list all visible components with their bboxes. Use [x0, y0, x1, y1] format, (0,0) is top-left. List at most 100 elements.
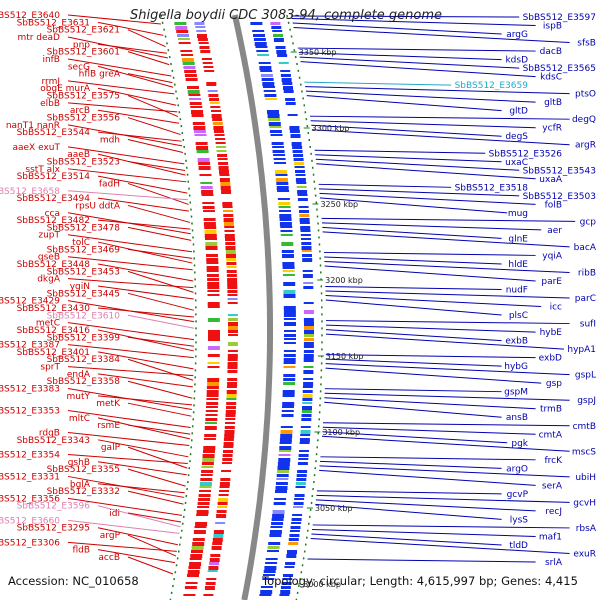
- forward-feature: [199, 486, 212, 488]
- forward-feature: [191, 110, 203, 114]
- gene-label-forward: argP: [100, 531, 121, 541]
- forward-feature: [174, 22, 187, 25]
- gene-label-reverse: gspJ: [577, 396, 596, 406]
- gene-label-forward: rrmJ: [41, 77, 60, 87]
- connector-line: [324, 401, 502, 418]
- forward-feature: [207, 302, 220, 306]
- forward-feature: [219, 174, 230, 176]
- reverse-feature: [304, 326, 314, 330]
- reverse-feature: [264, 566, 277, 570]
- forward-feature: [217, 506, 228, 508]
- forward-feature: [227, 350, 238, 352]
- gene-label-reverse: plsC: [509, 311, 528, 321]
- gene-label-reverse: gltB: [544, 98, 562, 108]
- forward-feature: [216, 514, 227, 518]
- reverse-feature: [287, 550, 297, 554]
- reverse-feature: [301, 238, 311, 240]
- gene-label-reverse: frcK: [544, 456, 563, 466]
- connector-line: [325, 358, 502, 367]
- reverse-feature: [303, 366, 314, 368]
- connector-line: [316, 490, 502, 495]
- gene-label-reverse: mug: [508, 209, 528, 219]
- connector-line: [97, 197, 190, 212]
- connector-line: [311, 533, 502, 546]
- forward-feature: [207, 290, 220, 292]
- reverse-feature: [295, 178, 306, 182]
- gene-label-reverse: serA: [542, 481, 563, 491]
- gene-label-forward: rsmE: [97, 421, 120, 431]
- forward-feature: [221, 190, 232, 194]
- gene-label-forward: SbBS512_E3556: [47, 114, 121, 124]
- gene-label-forward: SbBS512_E3332: [47, 487, 120, 497]
- reverse-feature: [283, 290, 296, 294]
- forward-feature: [178, 42, 191, 44]
- reverse-feature: [256, 50, 269, 52]
- forward-feature: [226, 274, 237, 277]
- forward-feature: [200, 478, 213, 481]
- reverse-feature: [298, 206, 309, 208]
- gene-label-reverse: icc: [550, 303, 562, 313]
- forward-feature: [202, 206, 215, 209]
- forward-feature: [212, 122, 223, 125]
- reverse-feature: [303, 350, 314, 353]
- forward-feature: [223, 210, 233, 212]
- connector-line: [67, 102, 178, 113]
- tick-label: 3200 kbp: [325, 276, 363, 285]
- forward-feature: [226, 262, 237, 265]
- forward-feature: [228, 334, 238, 336]
- gene-label-reverse: SbBS512_E3543: [523, 166, 596, 176]
- forward-feature: [208, 334, 220, 338]
- forward-feature: [206, 258, 219, 262]
- reverse-feature: [283, 314, 296, 317]
- forward-feature: [200, 182, 213, 184]
- connector-line: [67, 278, 194, 289]
- forward-feature: [204, 426, 217, 430]
- forward-feature: [200, 50, 211, 53]
- forward-feature: [206, 406, 218, 408]
- connector-line: [325, 363, 570, 376]
- gene-label-forward: SbBS512_E3601: [47, 48, 120, 58]
- reverse-feature: [278, 62, 289, 64]
- reverse-feature: [261, 78, 274, 81]
- reverse-feature: [298, 458, 309, 460]
- forward-feature: [207, 362, 220, 364]
- gene-label-forward: SbBS512_E3355: [47, 465, 120, 475]
- forward-feature: [225, 242, 236, 245]
- gene-label-forward: SbBS512_E3401: [17, 348, 90, 358]
- forward-feature: [193, 530, 206, 534]
- gene-label-forward: SbBS512_E3387: [0, 341, 60, 351]
- connector-line: [310, 537, 570, 554]
- reverse-feature: [252, 30, 265, 32]
- reverse-feature: [293, 154, 304, 157]
- reverse-feature: [269, 534, 282, 537]
- reverse-feature: [300, 430, 311, 434]
- gene-label-forward: SbBS512_E3358: [47, 377, 121, 387]
- forward-feature: [204, 226, 217, 229]
- gene-label-reverse: maf1: [539, 532, 562, 542]
- reverse-feature: [295, 482, 306, 485]
- reverse-feature: [283, 342, 296, 344]
- reverse-feature: [299, 218, 310, 222]
- forward-feature: [194, 22, 205, 25]
- connector-line: [67, 58, 172, 77]
- forward-feature: [221, 470, 232, 472]
- reverse-feature: [300, 230, 311, 232]
- gene-label-reverse: mscS: [572, 447, 596, 457]
- connector-line: [322, 426, 536, 435]
- connector-line: [97, 43, 168, 54]
- forward-feature: [227, 298, 238, 300]
- tick-label: 3150 kbp: [326, 352, 364, 361]
- forward-feature: [227, 362, 238, 366]
- reverse-feature: [275, 46, 286, 49]
- forward-feature: [207, 294, 220, 296]
- tick-label: 3000 kbp: [303, 580, 341, 589]
- reverse-feature: [303, 370, 314, 374]
- reverse-feature: [275, 486, 288, 490]
- reverse-feature: [277, 462, 290, 466]
- gene-label-reverse: aer: [547, 226, 562, 236]
- gene-label-forward: mltC: [69, 414, 90, 424]
- connector-line: [97, 307, 194, 318]
- reverse-feature: [293, 158, 304, 161]
- forward-feature: [206, 254, 218, 257]
